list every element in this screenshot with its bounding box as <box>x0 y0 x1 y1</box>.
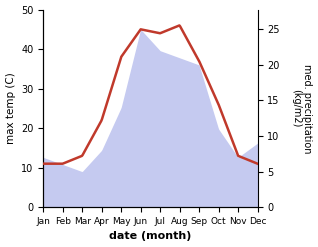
Y-axis label: max temp (C): max temp (C) <box>5 72 16 144</box>
X-axis label: date (month): date (month) <box>109 231 191 242</box>
Y-axis label: med. precipitation
(kg/m2): med. precipitation (kg/m2) <box>291 64 313 153</box>
